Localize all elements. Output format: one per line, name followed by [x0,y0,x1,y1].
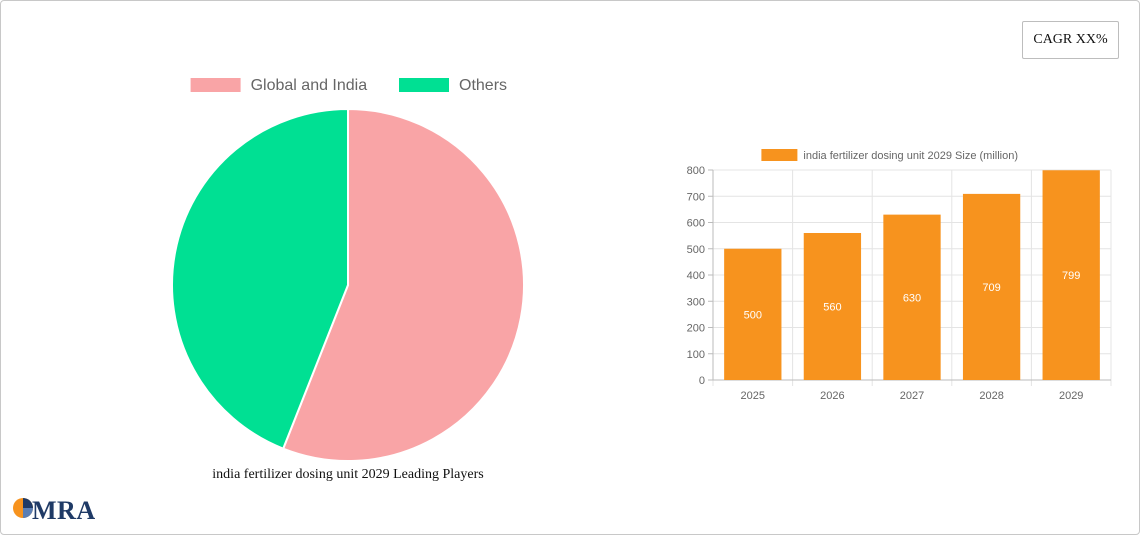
market-size-bar-chart: india fertilizer dosing unit 2029 Size (… [687,149,1112,402]
pie-legend-label: Global and India [251,77,368,94]
x-tick-label: 2027 [900,390,924,402]
bar-legend-swatch [761,149,798,161]
pie-slice-1 [281,107,525,462]
pie-slices [171,107,525,462]
x-tick-label: 2026 [820,390,844,402]
y-tick-label: 0 [699,375,705,387]
brand-name: MRA [32,496,96,525]
pie-legend-swatch [399,78,449,92]
x-tick-label: 2028 [979,390,1003,402]
y-tick-label: 300 [687,296,705,308]
cagr-badge: CAGR XX% [1022,21,1119,59]
pie-legend: Global and India Others [190,77,507,94]
brand-logo-icon [13,498,33,518]
bar-2027 [883,214,941,380]
y-tick-label: 700 [687,191,705,203]
bar-marks: 500 560 630 709 799 [724,170,1100,380]
y-tick-label: 100 [687,349,705,361]
leading-players-pie-chart: Global and India Others [171,77,525,462]
bar-value-label: 630 [903,292,921,304]
bar-legend: india fertilizer dosing unit 2029 Size (… [761,149,1018,162]
bar-axes: 0 100 200 300 400 500 600 700 800 2025 2026 2027 202… [687,165,1111,402]
y-tick-label: 400 [687,270,705,282]
bar-value-label: 500 [744,309,762,321]
x-tick-label: 2029 [1059,390,1083,402]
y-tick-label: 200 [687,323,705,335]
pie-slice-2 [171,107,349,450]
bar-2029 [1042,170,1100,380]
bar-value-label: 799 [1062,270,1080,282]
pie-legend-label: Others [459,77,507,94]
y-tick-label: 500 [687,244,705,256]
y-tick-label: 800 [687,165,705,177]
bar-value-label: 560 [823,302,841,314]
bar-2026 [803,233,862,380]
bar-2028 [962,193,1021,380]
pie-chart-title: india fertilizer dosing unit 2029 Leadin… [212,467,484,482]
bar-2025 [724,248,782,380]
y-tick-label: 600 [687,218,705,230]
x-tick-label: 2025 [741,390,765,402]
bar-value-label: 709 [982,282,1000,294]
bar-legend-label: india fertilizer dosing unit 2029 Size (… [803,150,1018,162]
pie-legend-swatch [190,78,241,92]
